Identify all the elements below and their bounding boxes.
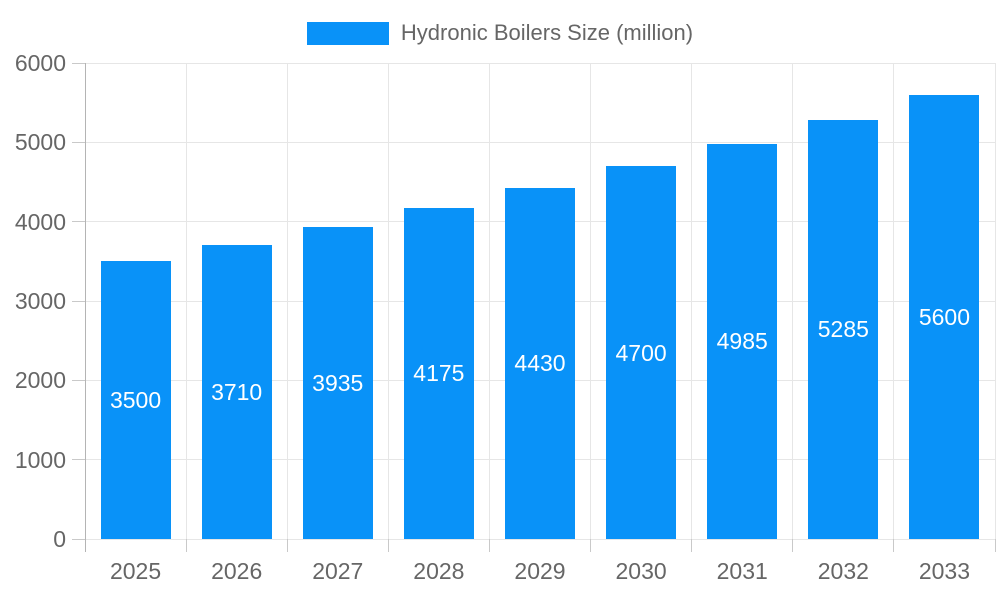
x-tick-mark bbox=[488, 539, 490, 552]
gridline-horizontal bbox=[85, 62, 995, 64]
y-tick-mark bbox=[72, 300, 85, 302]
gridline-vertical bbox=[893, 63, 895, 539]
x-axis-label: 2027 bbox=[312, 558, 364, 584]
bar-value-label: 5285 bbox=[817, 316, 869, 343]
y-axis-label: 1000 bbox=[14, 446, 66, 473]
bar: 4700 bbox=[606, 166, 677, 539]
bar-value-label: 4985 bbox=[716, 328, 768, 355]
bar-value-label: 4175 bbox=[413, 360, 465, 387]
y-axis-label: 3000 bbox=[14, 288, 66, 314]
x-tick-mark bbox=[590, 539, 592, 552]
bar: 3935 bbox=[302, 226, 373, 539]
bar-value-label: 4430 bbox=[514, 350, 566, 377]
gridline-vertical bbox=[286, 63, 288, 539]
bar: 4175 bbox=[403, 207, 474, 539]
gridline-vertical bbox=[590, 63, 592, 539]
bar-value-label: 4700 bbox=[615, 339, 667, 366]
gridline-horizontal bbox=[85, 538, 995, 540]
gridline-vertical bbox=[488, 63, 490, 539]
gridline-vertical bbox=[185, 63, 187, 539]
bar: 4430 bbox=[505, 187, 575, 539]
gridline-vertical bbox=[387, 63, 389, 539]
x-tick-mark bbox=[286, 539, 288, 552]
x-axis-label: 2032 bbox=[817, 558, 869, 584]
y-axis-label: 4000 bbox=[14, 208, 66, 235]
gridline-vertical bbox=[691, 63, 693, 539]
x-tick-mark bbox=[792, 539, 794, 552]
bar-value-label: 3935 bbox=[312, 369, 364, 396]
gridline-horizontal bbox=[85, 141, 995, 143]
legend[interactable]: Hydronic Boilers Size (million) bbox=[0, 20, 1000, 46]
x-axis-label: 2030 bbox=[615, 558, 667, 584]
y-tick-mark bbox=[72, 141, 85, 143]
bar-value-label: 3710 bbox=[211, 378, 263, 405]
bar: 3500 bbox=[100, 261, 171, 539]
bar-value-label: 3500 bbox=[109, 387, 162, 414]
y-axis-label: 0 bbox=[53, 526, 66, 552]
gridline-vertical bbox=[792, 63, 794, 539]
bar: 3710 bbox=[201, 244, 272, 539]
x-tick-mark bbox=[893, 539, 895, 552]
bar: 5600 bbox=[909, 94, 980, 539]
y-axis-line bbox=[84, 63, 86, 552]
legend-swatch bbox=[306, 21, 389, 45]
y-tick-mark bbox=[72, 379, 85, 381]
y-axis-label: 5000 bbox=[14, 129, 66, 156]
y-tick-mark bbox=[72, 459, 85, 461]
y-tick-mark bbox=[72, 221, 85, 223]
y-axis-label: 2000 bbox=[14, 367, 66, 394]
x-axis-label: 2025 bbox=[109, 558, 162, 584]
x-tick-mark bbox=[387, 539, 389, 552]
x-axis-label: 2031 bbox=[716, 558, 768, 584]
y-tick-mark bbox=[72, 62, 85, 64]
x-tick-mark bbox=[691, 539, 693, 552]
gridline-vertical bbox=[994, 63, 996, 539]
y-axis-label: 6000 bbox=[14, 50, 66, 76]
bar: 5285 bbox=[808, 119, 879, 539]
x-axis-label: 2026 bbox=[211, 558, 263, 584]
x-axis-label: 2029 bbox=[514, 558, 566, 584]
bar: 4985 bbox=[707, 143, 778, 539]
bar-value-label: 5600 bbox=[918, 303, 971, 330]
x-tick-mark bbox=[994, 539, 996, 552]
x-axis-label: 2033 bbox=[918, 558, 971, 584]
x-tick-mark bbox=[185, 539, 187, 552]
x-axis-label: 2028 bbox=[413, 558, 465, 584]
y-tick-mark bbox=[72, 538, 85, 540]
legend-label: Hydronic Boilers Size (million) bbox=[400, 20, 694, 45]
